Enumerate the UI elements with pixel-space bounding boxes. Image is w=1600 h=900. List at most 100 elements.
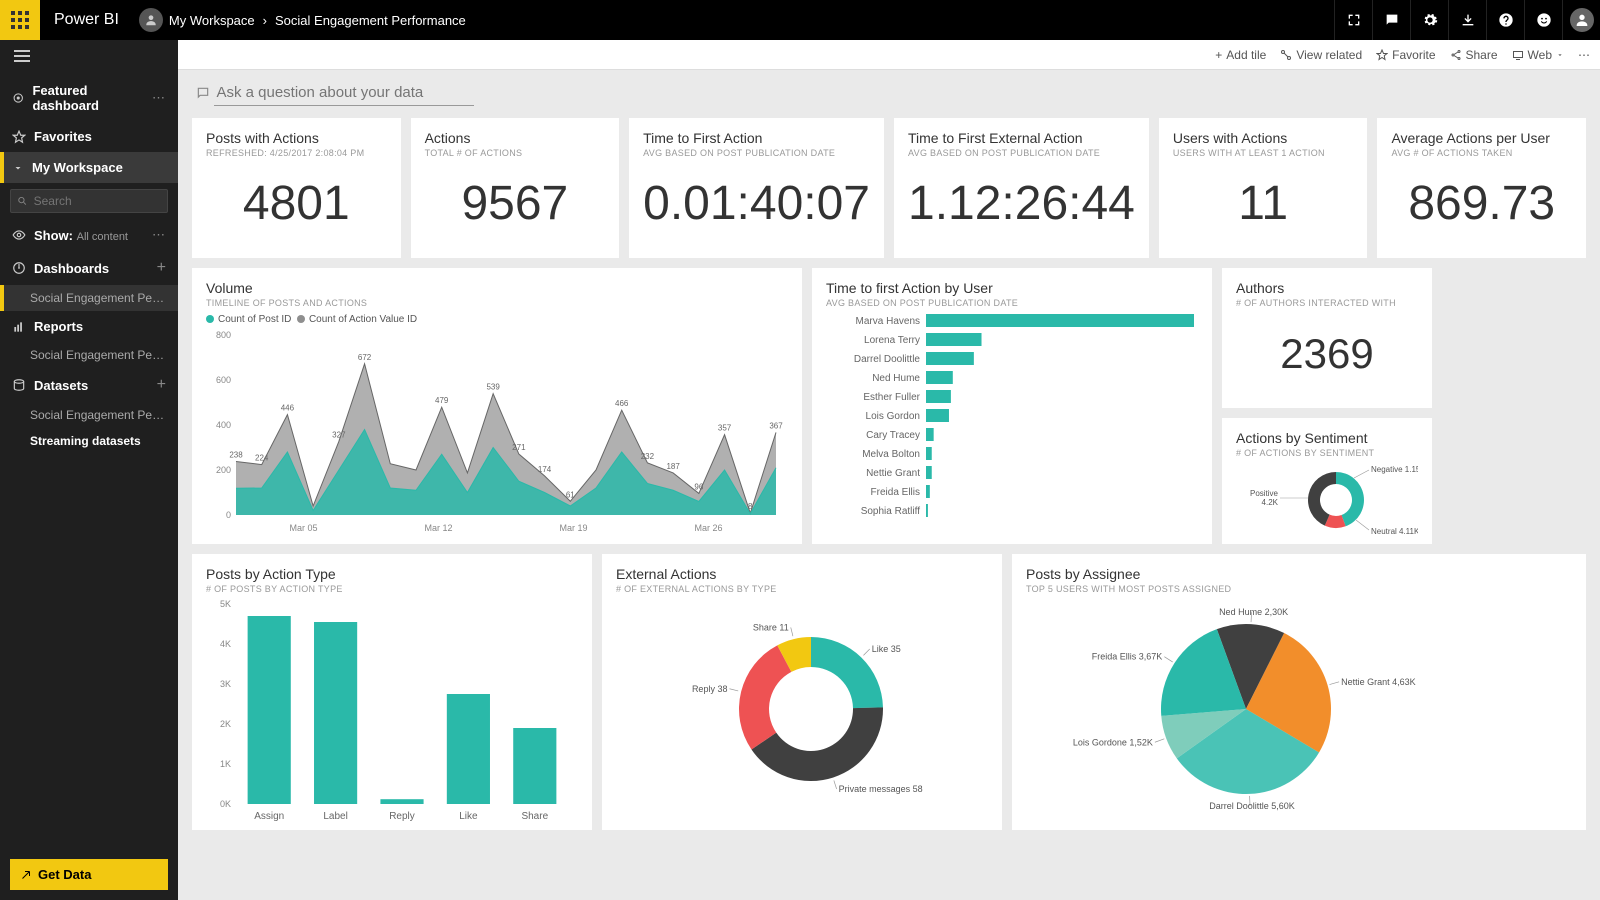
svg-text:Private messages 58: Private messages 58 <box>839 784 923 794</box>
plus-icon[interactable]: + <box>157 376 166 394</box>
svg-text:Share: Share <box>521 811 548 822</box>
svg-text:Sophia Ratliff: Sophia Ratliff <box>861 506 921 517</box>
more-icon[interactable]: ⋯ <box>1578 48 1590 62</box>
svg-text:Nettie Grant: Nettie Grant <box>866 468 920 479</box>
svg-text:Like: Like <box>459 811 478 822</box>
svg-text:61: 61 <box>566 490 575 499</box>
svg-text:Reply: Reply <box>389 811 415 822</box>
sentiment-tile[interactable]: Actions by Sentiment # OF ACTIONS BY SEN… <box>1222 418 1432 544</box>
svg-text:0: 0 <box>226 510 231 520</box>
svg-text:4K: 4K <box>220 639 231 649</box>
qna-input[interactable] <box>214 80 474 106</box>
share-button[interactable]: Share <box>1450 48 1498 62</box>
get-data-button[interactable]: Get Data <box>10 859 168 890</box>
sidebar-reports[interactable]: Reports <box>0 311 178 342</box>
breadcrumb: My Workspace › Social Engagement Perform… <box>169 13 466 28</box>
sidebar-streaming[interactable]: Streaming datasets <box>0 428 178 454</box>
svg-text:Mar 26: Mar 26 <box>694 523 722 533</box>
svg-text:479: 479 <box>435 396 449 405</box>
svg-text:446: 446 <box>281 404 295 413</box>
svg-text:96: 96 <box>694 482 703 491</box>
svg-text:271: 271 <box>512 443 526 452</box>
favorite-button[interactable]: Favorite <box>1376 48 1435 62</box>
kpi-tile[interactable]: Time to First External ActionAVG BASED O… <box>894 118 1149 258</box>
sidebar-dashboards[interactable]: Dashboards+ <box>0 251 178 285</box>
action-type-tile[interactable]: Posts by Action Type # OF POSTS BY ACTIO… <box>192 554 592 830</box>
kpi-tile[interactable]: Time to First ActionAVG BASED ON POST PU… <box>629 118 884 258</box>
svg-text:Mar 19: Mar 19 <box>559 523 587 533</box>
kpi-tile[interactable]: Average Actions per UserAVG # OF ACTIONS… <box>1377 118 1586 258</box>
svg-text:357: 357 <box>718 424 732 433</box>
svg-text:367: 367 <box>769 421 783 430</box>
sidebar-featured[interactable]: Featured dashboard⋯ <box>0 75 178 121</box>
svg-text:Negative 1.15K: Negative 1.15K <box>1371 465 1418 474</box>
view-related-button[interactable]: View related <box>1280 48 1362 62</box>
svg-text:174: 174 <box>538 465 552 474</box>
svg-text:Darrel Doolittle 5,60K: Darrel Doolittle 5,60K <box>1209 801 1295 811</box>
chat-icon[interactable] <box>1372 0 1410 40</box>
sidebar-dashboard-item[interactable]: Social Engagement Perfo... <box>0 285 178 311</box>
svg-text:224: 224 <box>255 454 269 463</box>
svg-text:238: 238 <box>229 450 243 459</box>
user-avatar[interactable] <box>1562 0 1600 40</box>
authors-tile[interactable]: Authors # OF AUTHORS INTERACTED WITH 236… <box>1222 268 1432 408</box>
volume-tile[interactable]: Volume TIMELINE OF POSTS AND ACTIONS Cou… <box>192 268 802 544</box>
help-icon[interactable] <box>1486 0 1524 40</box>
svg-text:Mar 05: Mar 05 <box>289 523 317 533</box>
add-tile-button[interactable]: + Add tile <box>1215 48 1266 62</box>
svg-text:Assign: Assign <box>254 811 284 822</box>
svg-text:327: 327 <box>332 430 346 439</box>
svg-text:Neutral 4.11K: Neutral 4.11K <box>1371 527 1418 536</box>
app-launcher[interactable] <box>0 0 40 40</box>
sidebar-workspace[interactable]: My Workspace <box>0 152 178 183</box>
plus-icon[interactable]: + <box>157 259 166 277</box>
dashboard-toolbar: + Add tile View related Favorite Share W… <box>178 40 1600 70</box>
svg-text:Ned Hume 2,30K: Ned Hume 2,30K <box>1219 607 1288 617</box>
gear-icon[interactable] <box>1410 0 1448 40</box>
svg-text:600: 600 <box>216 375 231 385</box>
search-input[interactable] <box>34 194 161 208</box>
svg-text:Share 11: Share 11 <box>753 622 789 632</box>
svg-text:539: 539 <box>486 383 500 392</box>
kpi-tile[interactable]: Users with ActionsUSERS WITH AT LEAST 1 … <box>1159 118 1368 258</box>
svg-text:Marva Havens: Marva Havens <box>856 316 920 327</box>
sidebar-dataset-item[interactable]: Social Engagement Perfo... <box>0 402 178 428</box>
svg-text:4.2K: 4.2K <box>1262 498 1279 507</box>
smile-icon[interactable] <box>1524 0 1562 40</box>
sidebar-search[interactable] <box>10 189 168 213</box>
sidebar-report-item[interactable]: Social Engagement Perfo... <box>0 342 178 368</box>
svg-text:3K: 3K <box>220 679 231 689</box>
svg-text:Freida Ellis: Freida Ellis <box>871 487 920 498</box>
assignee-tile[interactable]: Posts by Assignee TOP 5 USERS WITH MOST … <box>1012 554 1586 830</box>
expand-icon[interactable] <box>1334 0 1372 40</box>
main: + Add tile View related Favorite Share W… <box>178 40 1600 900</box>
sidebar-datasets[interactable]: Datasets+ <box>0 368 178 402</box>
svg-text:200: 200 <box>216 465 231 475</box>
sidebar-show[interactable]: Show: All content⋯ <box>0 219 178 251</box>
ttfa-user-tile[interactable]: Time to first Action by User AVG BASED O… <box>812 268 1212 544</box>
svg-text:Lois Gordone 1,52K: Lois Gordone 1,52K <box>1073 737 1153 747</box>
external-tile[interactable]: External Actions # OF EXTERNAL ACTIONS B… <box>602 554 1002 830</box>
svg-text:Positive: Positive <box>1250 489 1279 498</box>
svg-text:8: 8 <box>748 502 753 511</box>
svg-text:Lois Gordon: Lois Gordon <box>866 411 920 422</box>
hamburger-icon[interactable] <box>0 40 178 75</box>
svg-text:Lorena Terry: Lorena Terry <box>864 335 920 346</box>
kpi-tile[interactable]: ActionsTOTAL # OF ACTIONS9567 <box>411 118 620 258</box>
ellipsis-icon[interactable]: ⋯ <box>152 227 166 243</box>
web-dropdown[interactable]: Web <box>1512 48 1564 62</box>
svg-text:Nettie Grant 4,63K: Nettie Grant 4,63K <box>1341 677 1416 687</box>
svg-text:Esther Fuller: Esther Fuller <box>863 392 920 403</box>
svg-text:Label: Label <box>323 811 347 822</box>
breadcrumb-workspace[interactable]: My Workspace <box>169 13 255 28</box>
workspace-avatar-icon <box>139 8 163 32</box>
download-icon[interactable] <box>1448 0 1486 40</box>
svg-text:Mar 12: Mar 12 <box>424 523 452 533</box>
brand-label: Power BI <box>40 11 133 29</box>
ellipsis-icon[interactable]: ⋯ <box>152 90 166 106</box>
sidebar-favorites[interactable]: Favorites <box>0 121 178 152</box>
kpi-tile[interactable]: Posts with ActionsREFRESHED: 4/25/2017 2… <box>192 118 401 258</box>
svg-text:Darrel Doolittle: Darrel Doolittle <box>854 354 921 365</box>
svg-text:1K: 1K <box>220 759 231 769</box>
sidebar: Featured dashboard⋯ Favorites My Workspa… <box>0 40 178 900</box>
